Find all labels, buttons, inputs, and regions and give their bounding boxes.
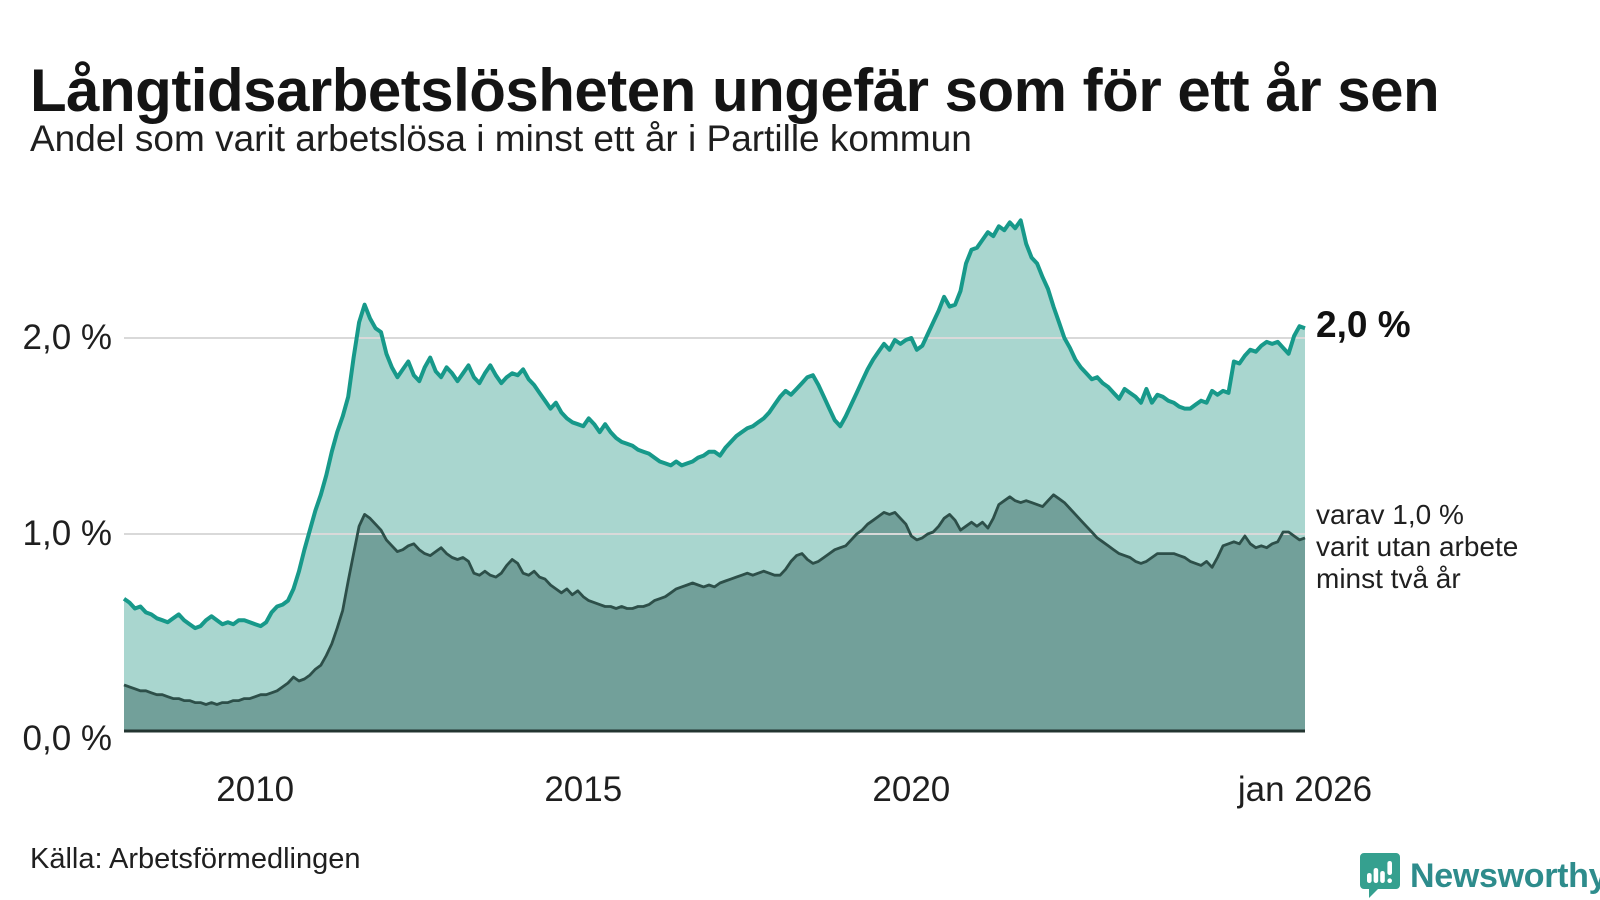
newsworthy-wordmark: Newsworthy bbox=[1410, 856, 1600, 895]
series-annotation-line: varav 1,0 % bbox=[1316, 499, 1464, 530]
series-annotation-line: minst två år bbox=[1316, 563, 1461, 594]
newsworthy-logo-icon bbox=[1360, 853, 1400, 898]
y-axis-tick-label: 1,0 % bbox=[22, 514, 113, 553]
series2-area bbox=[124, 494, 1305, 730]
page-title: Långtidsarbetslösheten ungefär som för e… bbox=[30, 57, 1440, 125]
source-note: Källa: Arbetsförmedlingen bbox=[30, 843, 361, 875]
y-axis-tick-label: 0,0 % bbox=[22, 719, 113, 758]
chart-subtitle: Andel som varit arbetslösa i minst ett å… bbox=[30, 118, 972, 159]
series-annotation: varav 1,0 % varit utan arbete minst två … bbox=[1316, 499, 1518, 595]
x-axis-tick-label: jan 2026 bbox=[1237, 770, 1373, 809]
series2-line bbox=[123, 493, 1306, 706]
newsworthy-logo: Newsworthy bbox=[1336, 852, 1600, 900]
series1-line bbox=[122, 218, 1306, 631]
series-annotation-line: varit utan arbete bbox=[1316, 531, 1519, 562]
x-axis-tick-label: 2010 bbox=[216, 770, 295, 809]
y-axis-tick-label: 2,0 % bbox=[22, 318, 113, 357]
x-axis-tick-label: 2015 bbox=[544, 770, 623, 809]
series-end-value-label: 2,0 % bbox=[1316, 304, 1411, 345]
x-axis-tick-label: 2020 bbox=[872, 770, 951, 809]
